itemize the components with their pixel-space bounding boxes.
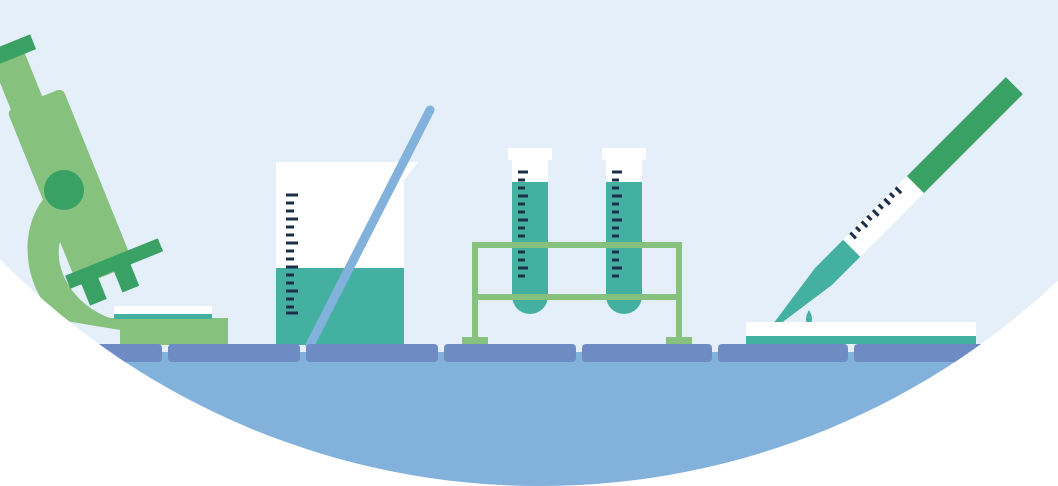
water (0, 352, 1058, 486)
test-tube-rack (462, 148, 692, 345)
pipette (746, 77, 1023, 344)
microscope (0, 34, 228, 345)
table (30, 344, 1004, 362)
beaker (276, 105, 435, 350)
